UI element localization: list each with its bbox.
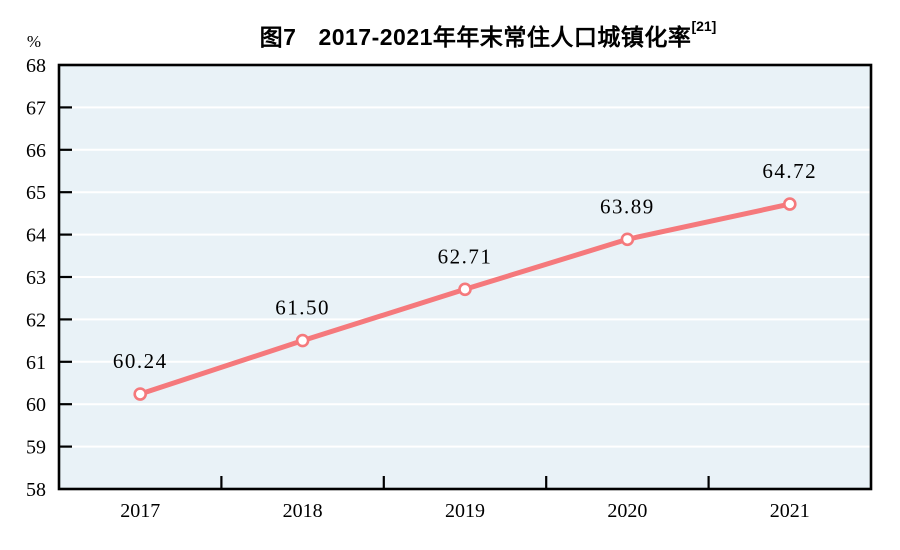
chart-title: 图7 2017-2021年年末常住人口城镇化率[21] [76, 10, 900, 50]
y-axis-label: 58 [26, 479, 46, 501]
y-axis-label: 59 [26, 437, 46, 459]
data-point [782, 197, 797, 211]
x-axis-label: 2019 [445, 500, 485, 522]
chart-title-text: 2017-2021年年末常住人口城镇化率 [318, 24, 692, 50]
y-axis-label: 60 [26, 394, 46, 416]
y-axis-label: 63 [26, 267, 46, 289]
x-axis-label: 2021 [770, 500, 810, 522]
y-axis-unit-label: % [27, 32, 41, 51]
data-point [458, 282, 472, 297]
y-axis-label: 66 [26, 140, 46, 162]
y-axis-label: 65 [26, 182, 46, 204]
y-axis-label: 67 [26, 97, 46, 119]
data-point-label: 62.71 [438, 244, 493, 268]
data-point-label: 60.24 [113, 349, 168, 373]
y-axis-label: 62 [26, 309, 46, 331]
y-axis-label: 68 [26, 55, 46, 77]
chart-title-superscript: [21] [691, 18, 717, 34]
x-axis-label: 2017 [120, 500, 160, 522]
y-axis-label: 61 [26, 352, 46, 374]
data-point-label: 61.50 [275, 296, 330, 320]
data-point [133, 387, 147, 401]
chart-title-prefix: 图7 [259, 24, 297, 50]
y-axis-label: 64 [26, 225, 46, 247]
plot-border [57, 63, 873, 491]
data-point-label: 63.89 [600, 194, 655, 218]
x-axis-label: 2018 [283, 500, 323, 522]
x-axis-label: 2020 [607, 500, 647, 522]
data-point [620, 232, 635, 247]
data-point [295, 333, 310, 348]
data-point-label: 64.72 [762, 159, 817, 183]
